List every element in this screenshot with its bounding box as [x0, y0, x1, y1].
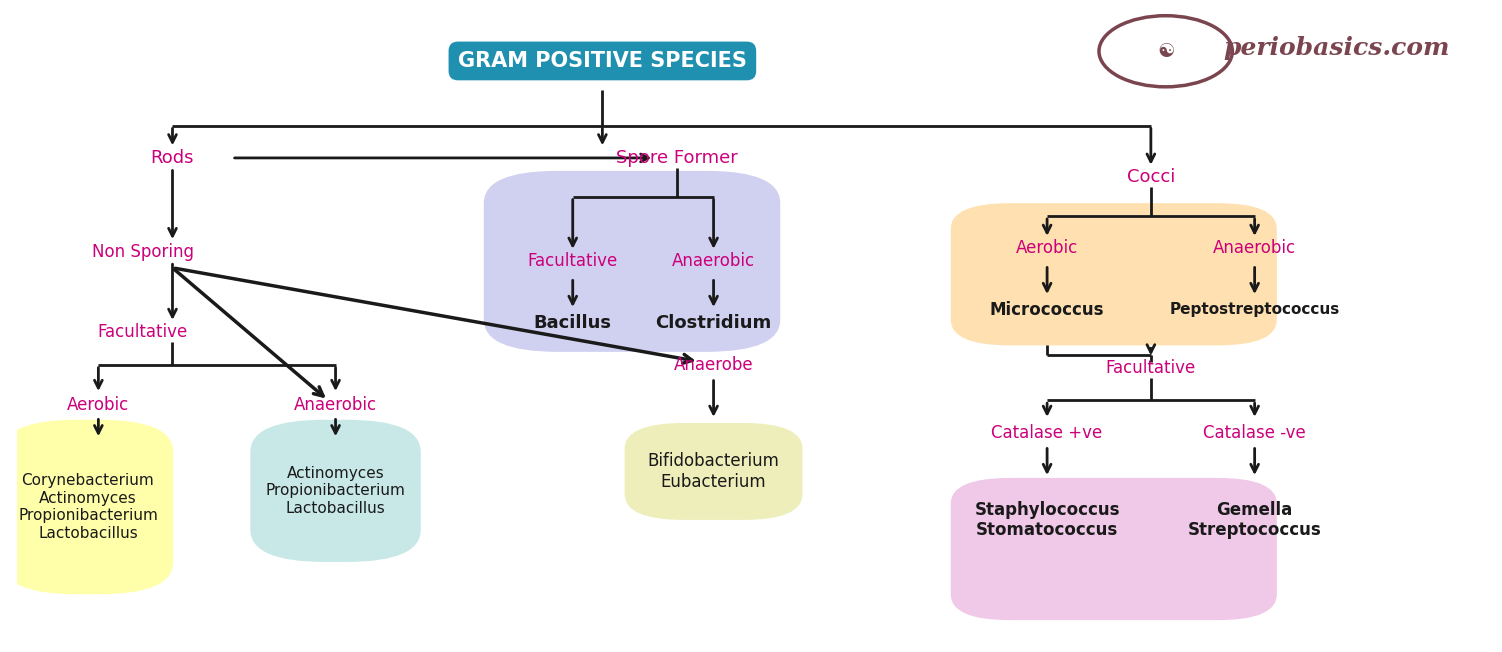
Text: ☯: ☯ [1157, 42, 1175, 61]
Text: GRAM POSITIVE SPECIES: GRAM POSITIVE SPECIES [458, 51, 746, 71]
Text: Spore Former: Spore Former [616, 149, 737, 167]
Text: Staphylococcus
Stomatococcus: Staphylococcus Stomatococcus [975, 501, 1120, 539]
Text: Micrococcus: Micrococcus [990, 301, 1104, 319]
Text: Clostridium: Clostridium [655, 314, 772, 332]
FancyBboxPatch shape [3, 420, 173, 594]
Text: Non Sporing: Non Sporing [92, 243, 194, 261]
FancyBboxPatch shape [625, 423, 802, 520]
FancyBboxPatch shape [484, 171, 780, 352]
FancyBboxPatch shape [951, 203, 1277, 346]
Text: Actinomyces
Propionibacterium
Lactobacillus: Actinomyces Propionibacterium Lactobacil… [266, 466, 406, 516]
Text: Facultative: Facultative [98, 323, 188, 342]
Text: Rods: Rods [150, 149, 194, 167]
Text: Anaerobic: Anaerobic [294, 396, 377, 414]
Text: Peptostreptococcus: Peptostreptococcus [1170, 303, 1340, 318]
Text: Catalase +ve: Catalase +ve [991, 424, 1102, 441]
Text: Anaerobic: Anaerobic [671, 252, 756, 271]
Text: Bacillus: Bacillus [533, 314, 611, 332]
Text: Aerobic: Aerobic [68, 396, 129, 414]
Text: Facultative: Facultative [527, 252, 617, 271]
Text: Facultative: Facultative [1105, 359, 1196, 377]
Text: Anaerobic: Anaerobic [1214, 239, 1296, 258]
Text: Bifidobacterium
Eubacterium: Bifidobacterium Eubacterium [647, 452, 780, 491]
Text: Catalase -ve: Catalase -ve [1203, 424, 1307, 441]
Text: Cocci: Cocci [1126, 168, 1175, 186]
Text: periobasics.com: periobasics.com [1223, 36, 1449, 60]
Text: Gemella
Streptococcus: Gemella Streptococcus [1188, 501, 1322, 539]
Text: Aerobic: Aerobic [1015, 239, 1078, 258]
Text: Corynebacterium
Actinomyces
Propionibacterium
Lactobacillus: Corynebacterium Actinomyces Propionibact… [18, 473, 158, 541]
FancyBboxPatch shape [251, 420, 421, 562]
Text: Anaerobe: Anaerobe [674, 356, 754, 374]
FancyBboxPatch shape [951, 478, 1277, 620]
